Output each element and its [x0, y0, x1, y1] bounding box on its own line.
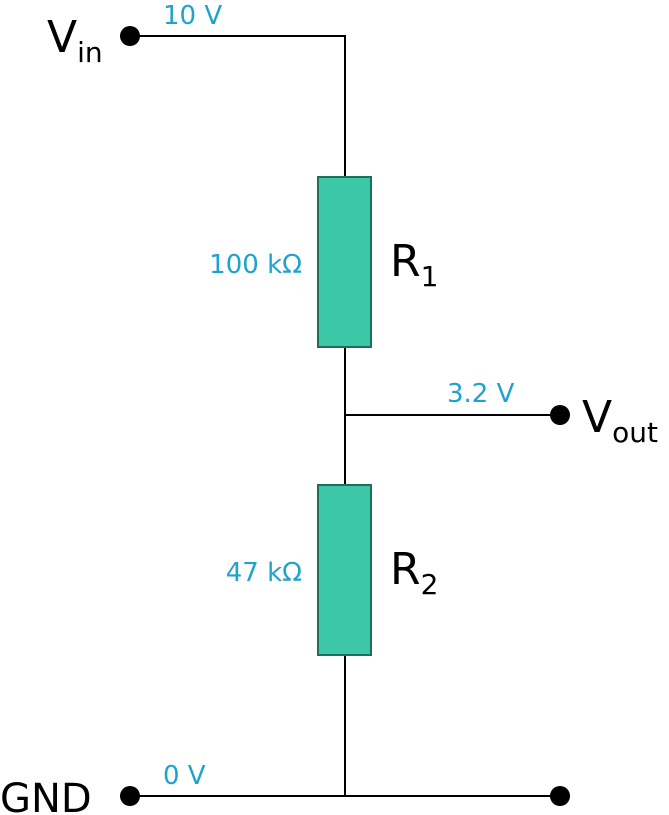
r2-label: R2 — [390, 544, 438, 601]
r1-label-sub: 1 — [421, 260, 439, 293]
vout-terminal — [550, 405, 570, 425]
r2-value: 47 kΩ — [226, 558, 302, 588]
r1-value: 100 kΩ — [209, 250, 302, 280]
resistor-r2 — [317, 484, 372, 656]
vin-voltage: 10 V — [163, 1, 222, 31]
vout-label: Vout — [582, 392, 658, 449]
vin-terminal — [120, 26, 140, 46]
resistor-r1 — [317, 176, 372, 348]
r1-label-main: R — [390, 236, 421, 287]
vout-label-main: V — [582, 392, 612, 443]
gnd-terminal-right — [550, 786, 570, 806]
gnd-label: GND — [0, 776, 92, 815]
vin-label-main: V — [47, 12, 77, 63]
r2-label-sub: 2 — [421, 568, 439, 601]
vin-label: Vin — [47, 12, 103, 69]
vin-label-sub: in — [77, 36, 103, 69]
vout-label-sub: out — [612, 416, 658, 449]
wires — [130, 35, 560, 797]
r1-label: R1 — [390, 236, 438, 293]
gnd-terminal — [120, 786, 140, 806]
vout-voltage: 3.2 V — [447, 379, 515, 409]
wire-vin-to-r1 — [130, 35, 346, 177]
gnd-voltage: 0 V — [163, 761, 206, 791]
r2-label-main: R — [390, 544, 421, 595]
